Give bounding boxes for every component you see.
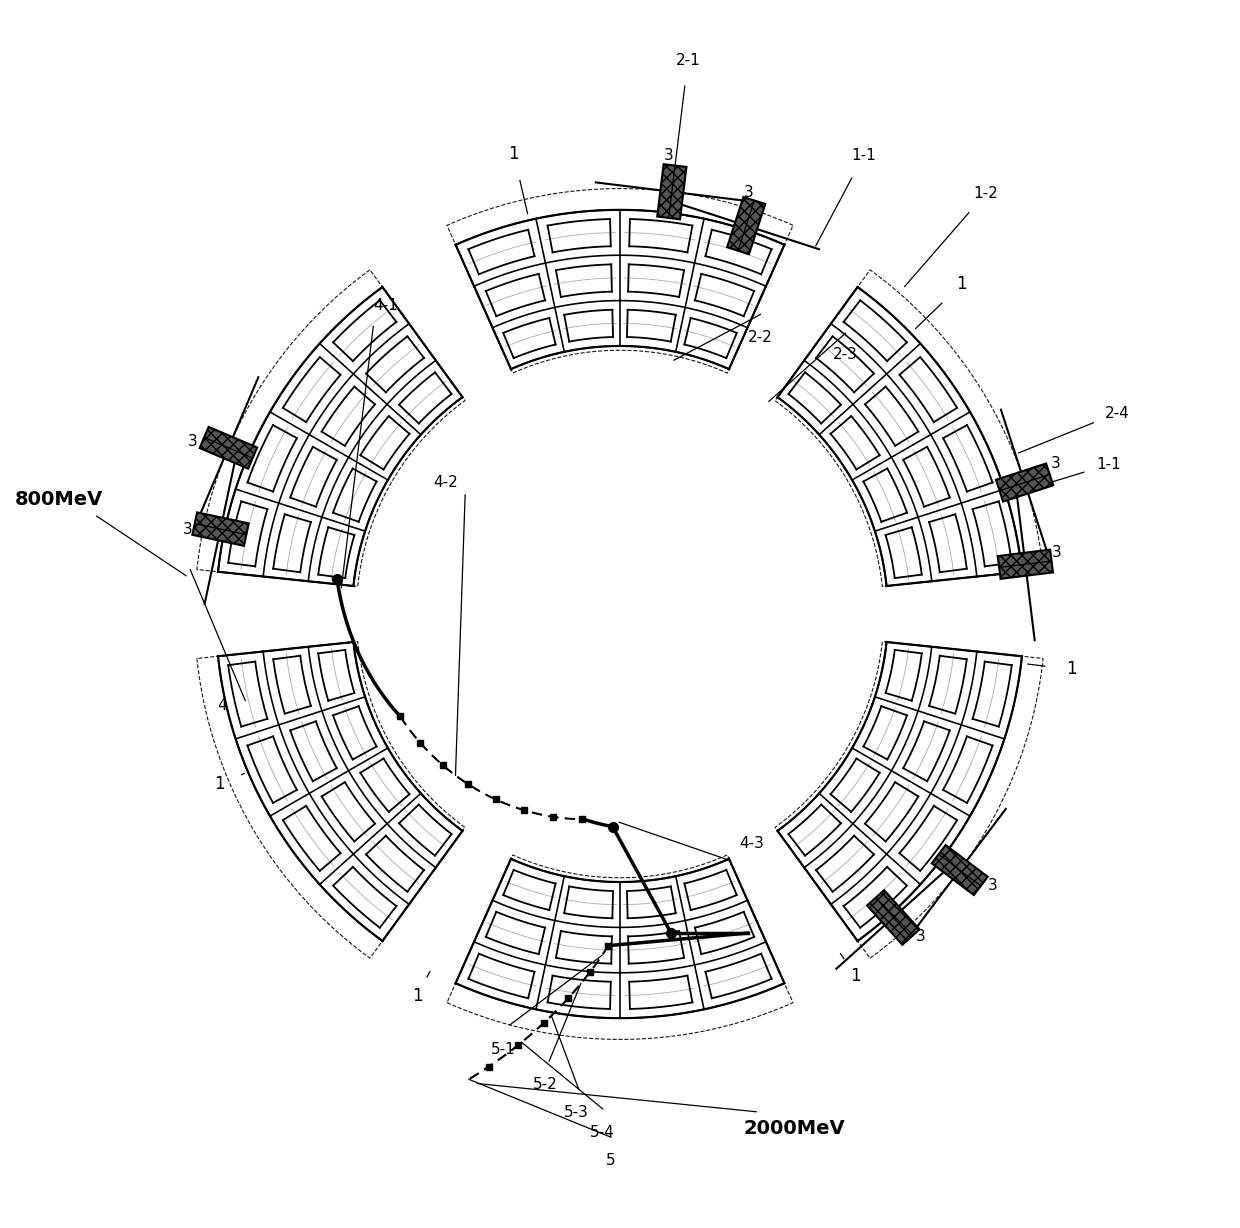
Text: 3: 3 xyxy=(1052,457,1061,472)
Text: 2-1: 2-1 xyxy=(676,53,701,69)
Text: 2-4: 2-4 xyxy=(1105,405,1130,421)
Text: 2-2: 2-2 xyxy=(748,330,773,345)
Text: 2-3: 2-3 xyxy=(833,348,858,362)
Text: 3: 3 xyxy=(1052,545,1061,560)
Text: 5: 5 xyxy=(605,1153,615,1168)
Text: 5-3: 5-3 xyxy=(564,1105,589,1120)
Text: 5-4: 5-4 xyxy=(589,1125,614,1141)
Text: 3: 3 xyxy=(988,878,998,893)
Text: 1: 1 xyxy=(851,968,861,986)
Text: 4-3: 4-3 xyxy=(739,836,764,851)
Text: 1-1: 1-1 xyxy=(852,149,875,163)
Text: 3: 3 xyxy=(744,185,754,200)
Text: 3: 3 xyxy=(187,433,197,448)
Text: 800MeV: 800MeV xyxy=(15,490,103,508)
Text: 4-2: 4-2 xyxy=(433,474,458,490)
Text: 3: 3 xyxy=(663,147,673,163)
Text: 2000MeV: 2000MeV xyxy=(744,1119,846,1138)
Text: 1-1: 1-1 xyxy=(1096,457,1121,473)
Polygon shape xyxy=(192,512,249,545)
Text: 1: 1 xyxy=(412,986,423,1005)
Polygon shape xyxy=(931,845,988,895)
Polygon shape xyxy=(657,165,687,220)
Text: 1: 1 xyxy=(956,275,967,293)
Text: 5-2: 5-2 xyxy=(533,1077,558,1092)
Text: 1: 1 xyxy=(508,145,520,163)
Polygon shape xyxy=(200,427,257,469)
Text: 1: 1 xyxy=(213,775,224,793)
Text: 1-2: 1-2 xyxy=(973,185,998,201)
Polygon shape xyxy=(867,890,920,944)
Text: 1: 1 xyxy=(1066,661,1078,679)
Polygon shape xyxy=(998,550,1053,578)
Text: 3: 3 xyxy=(182,522,192,538)
Text: 5-1: 5-1 xyxy=(491,1043,516,1057)
Text: 3: 3 xyxy=(915,928,925,944)
Polygon shape xyxy=(727,196,765,254)
Text: 4-1: 4-1 xyxy=(373,298,398,313)
Text: 4: 4 xyxy=(217,699,227,713)
Polygon shape xyxy=(996,463,1053,501)
